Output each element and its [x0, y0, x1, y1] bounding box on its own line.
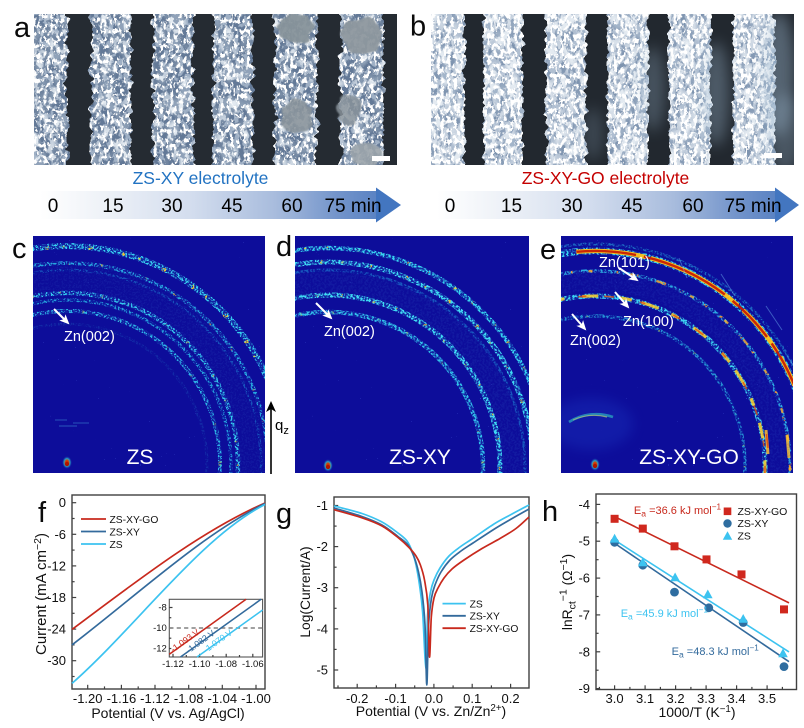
svg-text:30: 30 [561, 196, 582, 217]
svg-text:75 min: 75 min [724, 196, 781, 217]
svg-text:-1.12: -1.12 [162, 659, 184, 670]
svg-text:h: h [542, 496, 558, 528]
svg-text:-1.00: -1.00 [241, 691, 271, 706]
svg-text:45: 45 [621, 196, 642, 217]
svg-text:ZS: ZS [738, 530, 751, 542]
svg-text:f: f [38, 497, 47, 529]
svg-text:15: 15 [102, 196, 123, 217]
svg-text:-0.1: -0.1 [384, 691, 406, 706]
svg-text:Ea =36.6 kJ mol−1: Ea =36.6 kJ mol−1 [634, 503, 722, 519]
svg-text:ZS: ZS [470, 599, 483, 610]
svg-text:-18: -18 [47, 590, 66, 605]
svg-text:ZS-XY-GO electrolyte: ZS-XY-GO electrolyte [522, 168, 690, 188]
svg-text:Zn(002): Zn(002) [324, 324, 375, 340]
svg-text:g: g [276, 498, 292, 530]
svg-text:-7: -7 [578, 607, 590, 622]
svg-text:-10: -10 [153, 623, 167, 634]
svg-text:0: 0 [59, 495, 66, 510]
svg-text:Ea =48.3 kJ mol−1: Ea =48.3 kJ mol−1 [672, 644, 760, 660]
svg-text:-4: -4 [316, 621, 328, 636]
svg-text:Zn(100): Zn(100) [623, 314, 674, 330]
svg-text:ZS-XY electrolyte: ZS-XY electrolyte [133, 168, 269, 188]
svg-text:-6: -6 [54, 527, 66, 542]
svg-text:Potential (V vs. Ag/AgCl): Potential (V vs. Ag/AgCl) [91, 705, 244, 721]
svg-text:Zn(101): Zn(101) [599, 255, 650, 271]
svg-text:-30: -30 [47, 653, 66, 668]
svg-text:-4: -4 [578, 497, 590, 512]
svg-text:Current (mA cm−2): Current (mA cm−2) [32, 533, 50, 655]
svg-text:0.1: 0.1 [463, 691, 481, 706]
svg-text:Ea =45.9 kJ mol−1: Ea =45.9 kJ mol−1 [621, 606, 709, 622]
svg-text:-9: -9 [578, 681, 590, 696]
svg-text:c: c [12, 233, 27, 265]
svg-text:3.0: 3.0 [606, 691, 624, 706]
svg-text:60: 60 [281, 196, 302, 217]
svg-text:-1.20: -1.20 [73, 691, 103, 706]
svg-text:-2: -2 [316, 539, 328, 554]
svg-text:-24: -24 [47, 622, 66, 637]
svg-text:ZS-XY: ZS-XY [470, 612, 500, 623]
svg-text:-8: -8 [578, 644, 590, 659]
svg-text:d: d [276, 231, 292, 263]
svg-text:Zn(002): Zn(002) [570, 333, 621, 349]
svg-text:3.1: 3.1 [636, 691, 654, 706]
svg-text:-1.10: -1.10 [189, 659, 211, 670]
svg-text:-6: -6 [578, 571, 590, 586]
svg-text:-5: -5 [578, 534, 590, 549]
svg-text:30: 30 [161, 196, 182, 217]
svg-text:-1.16: -1.16 [107, 691, 137, 706]
svg-text:e: e [540, 234, 556, 266]
svg-text:a: a [14, 12, 31, 44]
svg-text:3.5: 3.5 [758, 691, 776, 706]
svg-text:-1.12: -1.12 [140, 691, 170, 706]
svg-text:75 min: 75 min [324, 196, 381, 217]
svg-text:ZS-XY: ZS-XY [110, 527, 140, 538]
svg-text:15: 15 [501, 196, 522, 217]
svg-text:0: 0 [48, 196, 59, 217]
svg-text:Zn(002): Zn(002) [64, 329, 115, 345]
svg-text:1000/T (K−1): 1000/T (K−1) [658, 704, 735, 720]
svg-text:-1.08: -1.08 [215, 659, 237, 670]
svg-text:3.2: 3.2 [667, 691, 685, 706]
svg-text:b: b [410, 11, 426, 43]
svg-text:lnRct−1 (Ω−1): lnRct−1 (Ω−1) [558, 554, 579, 630]
svg-text:-5: -5 [316, 663, 328, 678]
svg-text:ZS: ZS [110, 540, 123, 551]
svg-text:-12: -12 [153, 644, 167, 655]
svg-text:-8: -8 [158, 603, 166, 614]
svg-text:-1.08: -1.08 [174, 691, 204, 706]
svg-text:-3: -3 [316, 580, 328, 595]
svg-text:ZS-XY-GO: ZS-XY-GO [110, 515, 159, 526]
svg-text:-1.06: -1.06 [242, 659, 264, 670]
svg-text:ZS-XY-GO: ZS-XY-GO [738, 506, 788, 518]
svg-text:ZS-XY-GO: ZS-XY-GO [470, 624, 519, 635]
svg-text:45: 45 [221, 196, 242, 217]
svg-text:0: 0 [445, 196, 456, 217]
svg-text:0.2: 0.2 [502, 691, 520, 706]
svg-text:3.3: 3.3 [697, 691, 715, 706]
svg-text:ZS-XY: ZS-XY [389, 446, 451, 469]
svg-text:0.0: 0.0 [425, 691, 443, 706]
svg-text:ZS-XY: ZS-XY [738, 518, 769, 530]
svg-text:Potential (V vs. Zn/Zn2+): Potential (V vs. Zn/Zn2+) [356, 703, 506, 719]
svg-text:-1: -1 [316, 498, 328, 513]
svg-text:Log(Current/A): Log(Current/A) [298, 546, 313, 637]
svg-text:-0.2: -0.2 [346, 691, 368, 706]
svg-text:-12: -12 [47, 558, 66, 573]
svg-text:60: 60 [682, 196, 703, 217]
svg-text:ZS: ZS [127, 446, 154, 469]
svg-text:-1.04: -1.04 [207, 691, 237, 706]
svg-text:ZS-XY-GO: ZS-XY-GO [639, 446, 739, 469]
svg-text:3.4: 3.4 [728, 691, 746, 706]
